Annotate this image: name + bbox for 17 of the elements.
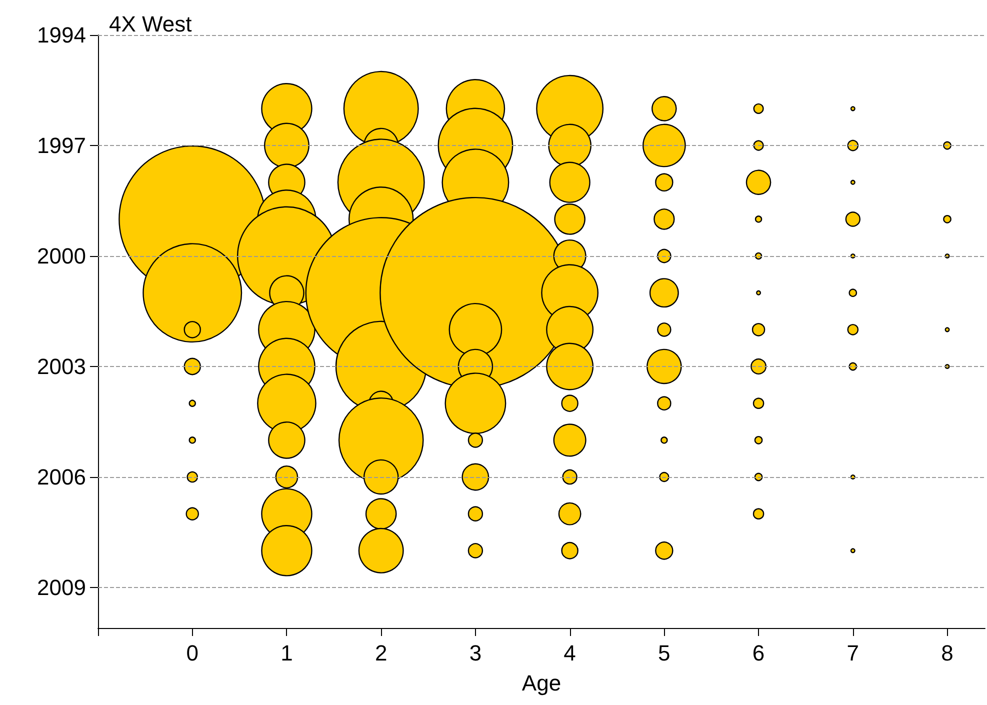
x-tick-label: 6 — [752, 640, 765, 666]
chart-title: 4X West — [109, 12, 192, 36]
x-tick-label: 7 — [846, 640, 860, 666]
y-tick-label: 1997 — [37, 132, 86, 158]
y-tick-label: 2009 — [37, 574, 86, 600]
x-tick-label: 0 — [186, 640, 198, 666]
y-tick-label: 2000 — [37, 243, 86, 268]
x-axis-title: Age — [522, 670, 562, 696]
x-tick-label: 5 — [658, 640, 670, 666]
y-tick-label: 2006 — [37, 464, 86, 490]
x-tick-label: 4 — [564, 640, 576, 666]
y-tick-label: 1994 — [37, 22, 86, 48]
y-tick-label: 2003 — [37, 354, 86, 379]
x-tick-label: 2 — [374, 640, 388, 666]
x-tick-label: 3 — [469, 640, 482, 666]
x-tick-label: 8 — [941, 640, 954, 666]
x-tick-label: 1 — [280, 640, 293, 666]
